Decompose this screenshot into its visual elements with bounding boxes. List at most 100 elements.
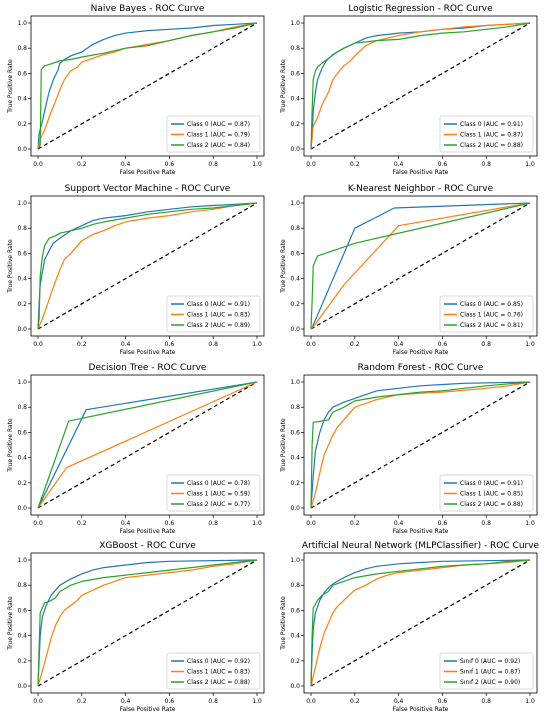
x-tick-label: 1.0 — [252, 698, 262, 705]
x-tick-label: 0.0 — [33, 698, 43, 705]
x-tick-label: 0.8 — [208, 520, 218, 527]
plot-frame — [303, 195, 538, 337]
chart-title: Support Vector Machine - ROC Curve — [65, 184, 231, 194]
chart-panel: Naive Bayes - ROC Curve 0.0 0.0 0.2 0.2 0.4 0.… — [7, 4, 265, 176]
legend-entry: Class 1 (AUC = 0.87) — [460, 132, 523, 139]
x-axis-label: False Positive Rate — [393, 169, 449, 176]
y-tick-label: 0.4 — [17, 633, 27, 640]
y-tick-label: 1.0 — [290, 379, 300, 386]
chart-title: Artificial Neural Network (MLPClassifier… — [302, 541, 540, 551]
roc-series-line — [37, 559, 258, 687]
legend-box — [439, 652, 534, 690]
plot-frame — [303, 552, 538, 694]
x-tick-label: 0.4 — [121, 161, 131, 168]
y-axis-label: True Positive Rate — [7, 239, 14, 294]
roc-series-line — [310, 559, 531, 687]
legend-entry: Class 0 (AUC = 0.85) — [460, 301, 523, 308]
x-tick-label: 0.0 — [306, 341, 316, 348]
y-axis-label: True Positive Rate — [280, 59, 287, 114]
x-tick-label: 0.4 — [121, 520, 131, 527]
y-tick-label: 0.4 — [290, 633, 300, 640]
y-tick-label: 0.8 — [290, 582, 300, 589]
y-tick-label: 0.0 — [17, 683, 27, 690]
y-tick-label: 0.0 — [17, 146, 27, 153]
roc-series-line — [310, 202, 531, 330]
x-tick-label: 0.4 — [394, 520, 404, 527]
y-tick-label: 0.4 — [290, 276, 300, 283]
y-tick-label: 0.6 — [17, 429, 27, 436]
y-tick-label: 0.6 — [290, 250, 300, 257]
chart-title: XGBoost - ROC Curve — [99, 541, 196, 551]
y-tick-label: 0.2 — [17, 658, 27, 665]
roc-series-line — [37, 22, 258, 150]
x-tick-label: 0.8 — [208, 698, 218, 705]
roc-series-line — [37, 381, 258, 509]
x-tick-label: 1.0 — [252, 161, 262, 168]
y-axis-label: True Positive Rate — [280, 239, 287, 294]
legend-entry: Class 2 (AUC = 0.84) — [187, 142, 250, 149]
y-tick-label: 0.0 — [290, 326, 300, 333]
x-tick-label: 0.6 — [165, 161, 175, 168]
chance-diagonal — [310, 202, 531, 330]
x-tick-label: 1.0 — [525, 698, 535, 705]
x-tick-label: 0.0 — [33, 341, 43, 348]
y-tick-label: 0.2 — [17, 480, 27, 487]
y-tick-label: 0.8 — [17, 225, 27, 232]
legend-box — [166, 115, 261, 153]
legend-entry: Class 0 (AUC = 0.78) — [187, 480, 250, 487]
plot-frame — [30, 195, 265, 337]
x-tick-label: 0.2 — [350, 161, 360, 168]
x-tick-label: 0.8 — [481, 341, 491, 348]
x-tick-label: 0.8 — [481, 520, 491, 527]
x-axis-label: False Positive Rate — [120, 169, 176, 176]
legend-box — [166, 474, 261, 512]
x-tick-label: 0.0 — [306, 520, 316, 527]
plot-frame — [303, 374, 538, 516]
roc-series-line — [310, 381, 531, 509]
x-tick-label: 0.6 — [165, 698, 175, 705]
chance-diagonal — [37, 559, 258, 687]
x-axis-label: False Positive Rate — [393, 349, 449, 356]
roc-series-line — [37, 559, 258, 687]
y-tick-label: 0.8 — [17, 45, 27, 52]
x-tick-label: 0.8 — [481, 161, 491, 168]
y-tick-label: 0.0 — [17, 326, 27, 333]
y-tick-label: 1.0 — [17, 200, 27, 207]
chance-diagonal — [310, 559, 531, 687]
chart-panel: Decision Tree - ROC Curve 0.0 0.0 0.2 0.2 0.4… — [7, 363, 265, 535]
roc-series-line — [37, 202, 258, 330]
y-tick-label: 0.0 — [290, 683, 300, 690]
y-tick-label: 0.2 — [290, 121, 300, 128]
legend-entry: Class 1 (AUC = 0.85) — [460, 491, 523, 498]
legend-entry: Sınıf 0 (AUC = 0.92) — [460, 658, 520, 665]
y-tick-label: 0.8 — [17, 404, 27, 411]
roc-series-line — [37, 381, 258, 509]
y-tick-label: 0.2 — [290, 480, 300, 487]
x-tick-label: 0.4 — [394, 161, 404, 168]
y-tick-label: 1.0 — [17, 20, 27, 27]
x-tick-label: 1.0 — [525, 161, 535, 168]
legend-entry: Class 0 (AUC = 0.91) — [187, 301, 250, 308]
legend-box — [439, 474, 534, 512]
chance-diagonal — [37, 381, 258, 509]
legend-entry: Class 2 (AUC = 0.77) — [187, 501, 250, 508]
legend-entry: Class 0 (AUC = 0.91) — [460, 121, 523, 128]
x-tick-label: 1.0 — [252, 341, 262, 348]
legend-entry: Class 0 (AUC = 0.87) — [187, 121, 250, 128]
legend-entry: Class 1 (AUC = 0.76) — [460, 312, 523, 319]
legend-entry: Class 2 (AUC = 0.81) — [460, 322, 523, 329]
legend-entry: Sınıf 2 (AUC = 0.90) — [460, 679, 520, 686]
legend-entry: Class 1 (AUC = 0.83) — [187, 312, 250, 319]
y-tick-label: 0.4 — [290, 455, 300, 462]
x-tick-label: 1.0 — [252, 520, 262, 527]
roc-series-line — [310, 22, 531, 150]
x-tick-label: 0.8 — [208, 341, 218, 348]
y-tick-label: 0.4 — [290, 96, 300, 103]
y-tick-label: 0.2 — [17, 121, 27, 128]
chart-title: Random Forest - ROC Curve — [358, 363, 484, 373]
y-tick-label: 0.8 — [290, 225, 300, 232]
x-axis-label: False Positive Rate — [120, 528, 176, 535]
chart-title: Naive Bayes - ROC Curve — [91, 4, 205, 14]
x-tick-label: 0.2 — [77, 341, 87, 348]
y-tick-label: 0.0 — [290, 146, 300, 153]
